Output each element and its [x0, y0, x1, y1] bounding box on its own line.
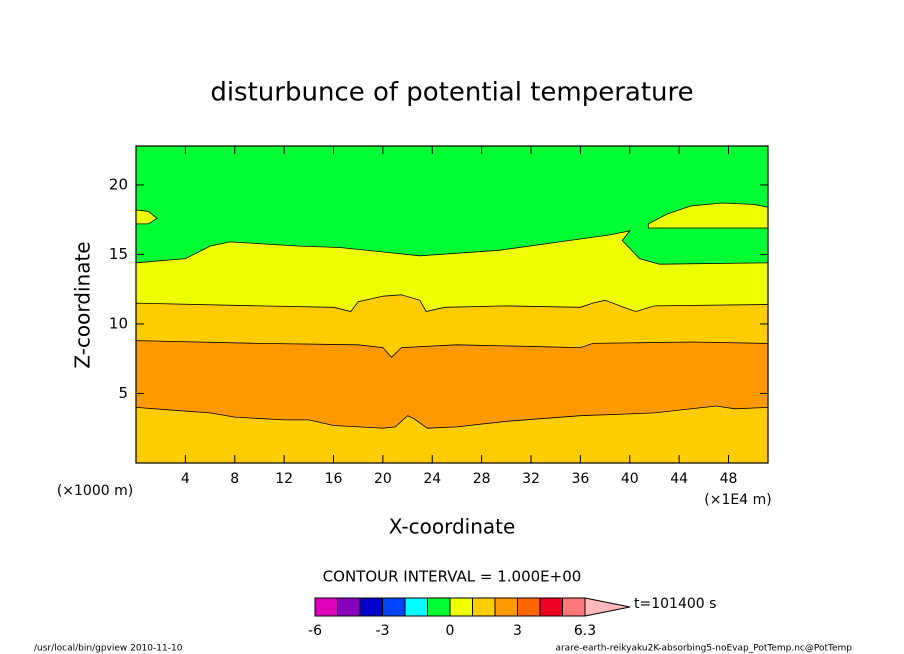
contour-region: [647, 202, 769, 229]
y-tick-label: 10: [109, 314, 128, 332]
x-axis-label: X-coordinate: [389, 515, 516, 539]
colorbar-box: [539, 597, 563, 617]
colorbar-box: [517, 597, 541, 617]
x-tick-label: 8: [230, 471, 239, 487]
x-tick-label: 44: [670, 471, 688, 487]
colorbar-box: [427, 597, 451, 617]
colorbar-tick-label: -3: [376, 623, 390, 639]
x-tick-label: 12: [275, 471, 293, 487]
colorbar-tick-label: 0: [446, 623, 455, 639]
plot-frame: [135, 145, 769, 464]
x-tick-label: 20: [374, 471, 392, 487]
x-tick-label: 48: [720, 471, 738, 487]
colorbar-box: [404, 597, 428, 617]
y-axis-label: Z-coordinate: [71, 241, 95, 368]
colorbar-box: [382, 597, 406, 617]
y-unit-label: (×1000 m): [57, 483, 133, 499]
colorbar-box: [494, 597, 518, 617]
x-tick-label: 40: [621, 471, 639, 487]
colorbar-box: [337, 597, 361, 617]
colorbar-tick-label: -6: [308, 623, 322, 639]
x-unit-label: (×1E4 m): [704, 492, 771, 508]
footer-left: /usr/local/bin/gpview 2010-11-10: [34, 644, 183, 654]
x-tick-label: 32: [522, 471, 540, 487]
y-tick-label: 5: [118, 384, 128, 402]
colorbar-box: [562, 597, 586, 617]
colorbar-tick-label: 6.3: [574, 623, 596, 639]
x-tick-label: 24: [423, 471, 441, 487]
colorbar-box: [449, 597, 473, 617]
x-tick-label: 36: [571, 471, 589, 487]
colorbar-extension: [584, 597, 631, 617]
colorbar-tick-label: 3: [513, 623, 522, 639]
colorbar-box: [359, 597, 383, 617]
y-tick-label: 15: [109, 245, 128, 263]
x-tick-label: 28: [473, 471, 491, 487]
x-tick-label: 16: [325, 471, 343, 487]
footer-right: arare-earth-reikyaku2K-absorbing5-noEvap…: [555, 644, 852, 654]
contour-region: [135, 405, 769, 464]
colorbar-box: [472, 597, 496, 617]
x-tick-label: 4: [181, 471, 190, 487]
chart-title: disturbunce of potential temperature: [210, 78, 693, 108]
colorbar-box: [314, 597, 338, 617]
time-label: t=101400 s: [634, 596, 716, 612]
contour-interval: CONTOUR INTERVAL = 1.000E+00: [323, 568, 582, 586]
y-tick-label: 20: [109, 175, 128, 193]
